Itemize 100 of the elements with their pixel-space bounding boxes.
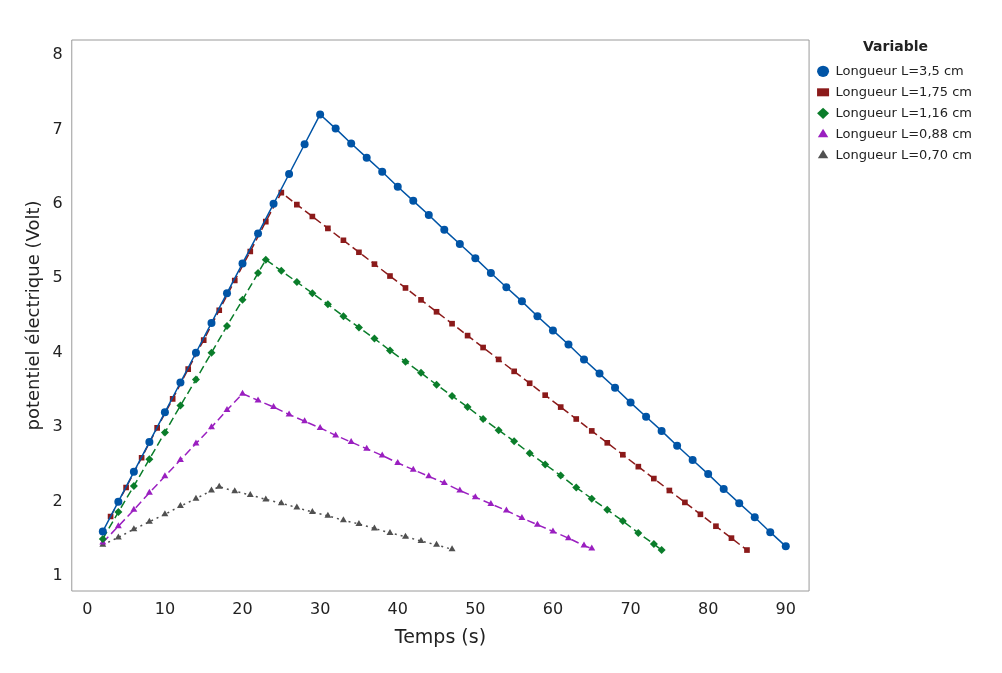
point <box>580 541 588 548</box>
point <box>355 519 363 526</box>
point <box>673 441 682 450</box>
point <box>448 391 457 400</box>
point <box>651 475 657 482</box>
point <box>542 392 549 398</box>
point <box>254 269 263 278</box>
point <box>176 401 185 410</box>
point <box>215 482 223 489</box>
point <box>160 428 169 437</box>
point <box>191 375 200 384</box>
point <box>463 403 472 412</box>
point <box>208 423 215 430</box>
point <box>238 259 247 268</box>
point <box>486 269 495 278</box>
point <box>192 439 200 446</box>
point <box>293 503 301 510</box>
point <box>526 380 533 387</box>
point <box>292 277 301 286</box>
legend-label: Longueur L=3,5 cm <box>835 62 964 78</box>
y-tick-label: 8 <box>52 44 63 64</box>
point <box>455 240 464 249</box>
point <box>417 368 426 377</box>
point <box>347 139 356 148</box>
point <box>587 494 596 503</box>
x-tick-label: 30 <box>309 598 331 618</box>
point <box>324 511 332 518</box>
point <box>231 487 239 494</box>
point <box>657 546 666 555</box>
point <box>719 484 728 493</box>
x-axis-title: Temps (s) <box>393 624 487 647</box>
point <box>533 312 542 321</box>
point <box>595 369 604 378</box>
point <box>386 528 394 535</box>
point <box>517 297 526 306</box>
y-tick-label: 6 <box>52 192 63 212</box>
point <box>502 506 510 513</box>
point <box>145 438 154 447</box>
point <box>697 511 704 518</box>
point <box>494 426 503 435</box>
x-tick-label: 10 <box>154 598 176 618</box>
point <box>626 398 635 407</box>
point <box>277 499 285 506</box>
y-tick-label: 4 <box>52 341 63 361</box>
point <box>580 355 588 364</box>
point <box>728 535 735 541</box>
point <box>161 510 169 517</box>
point <box>316 110 325 119</box>
point <box>713 523 719 530</box>
y-tick-label: 3 <box>52 416 63 436</box>
point <box>347 438 355 445</box>
point <box>781 542 790 551</box>
point <box>449 320 455 327</box>
point <box>409 196 418 205</box>
point <box>238 295 247 304</box>
point <box>634 528 643 537</box>
x-tick-label: 70 <box>620 598 641 618</box>
point <box>480 344 486 351</box>
point <box>418 297 424 303</box>
point <box>246 490 254 497</box>
point <box>518 514 526 521</box>
y-axis-title: potentiel électrique (Volt) <box>22 200 44 431</box>
point <box>657 426 666 435</box>
legend-title: Variable <box>863 37 929 54</box>
legend-label: Longueur L=0,88 cm <box>835 125 972 141</box>
point <box>511 368 517 375</box>
point <box>269 199 278 208</box>
point <box>564 340 573 349</box>
point <box>207 318 216 327</box>
point <box>339 516 347 523</box>
point <box>223 289 231 298</box>
point <box>294 201 300 208</box>
point <box>409 465 417 472</box>
point <box>424 210 433 219</box>
point <box>688 455 697 464</box>
point <box>642 412 651 421</box>
point <box>744 547 750 553</box>
point <box>339 312 348 321</box>
point <box>704 470 713 479</box>
point <box>649 540 658 549</box>
point <box>440 479 448 486</box>
point <box>176 502 184 509</box>
point <box>308 289 317 298</box>
x-tick-label: 80 <box>697 598 719 618</box>
point <box>548 326 557 335</box>
point <box>325 225 331 232</box>
point <box>510 437 519 446</box>
point <box>371 261 378 267</box>
point <box>145 488 153 495</box>
point <box>129 482 138 491</box>
point <box>98 534 107 543</box>
point <box>603 505 612 514</box>
point <box>285 410 293 417</box>
point <box>588 544 596 551</box>
point <box>417 537 425 544</box>
point <box>356 249 362 256</box>
point <box>277 266 286 275</box>
point <box>557 404 564 410</box>
point <box>479 415 488 423</box>
point <box>254 229 263 238</box>
